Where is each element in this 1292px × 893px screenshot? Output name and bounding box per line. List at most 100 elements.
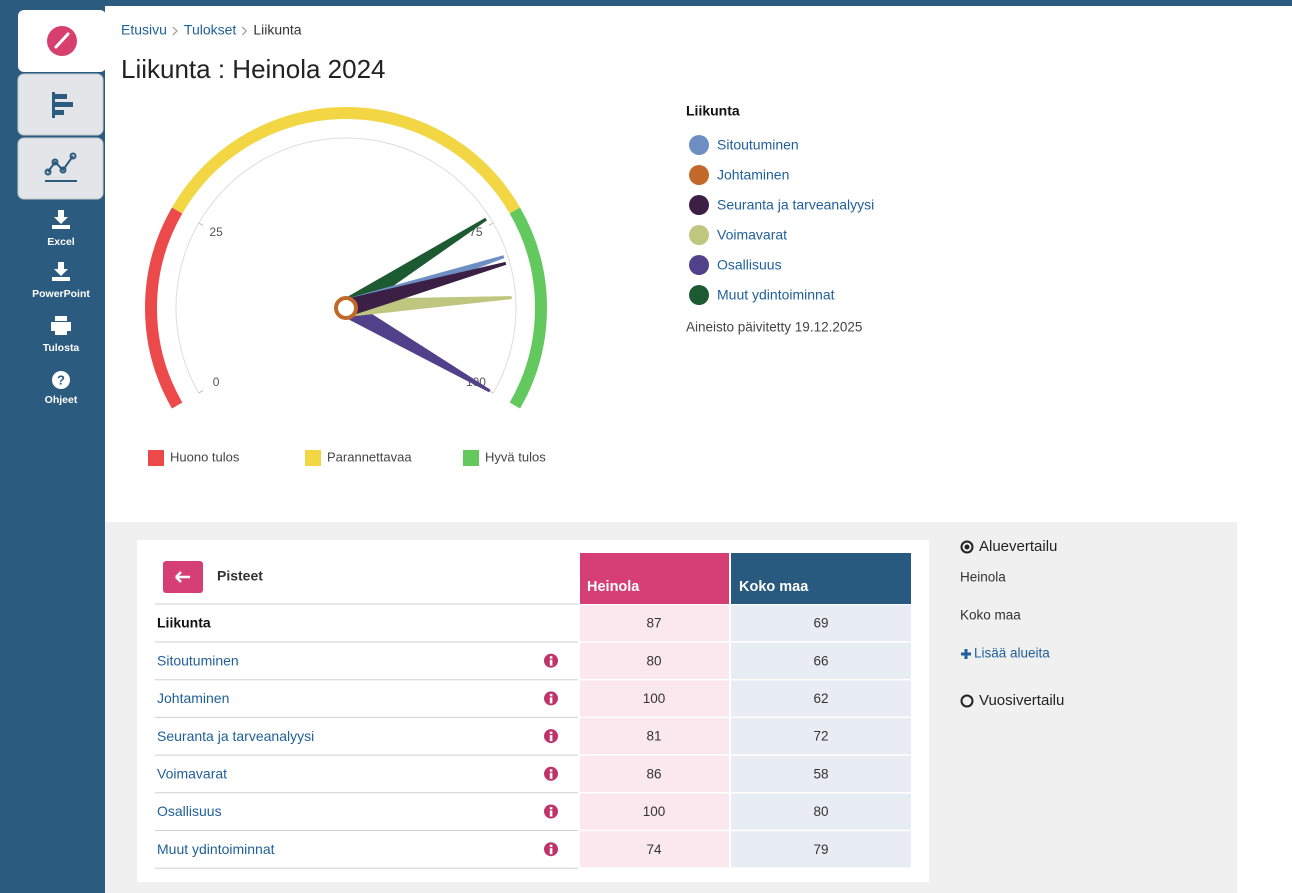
row-label[interactable]: Sitoutuminen	[157, 652, 239, 668]
cell-value: 58	[813, 766, 828, 781]
cell-value: 87	[646, 616, 661, 631]
info-icon-mark	[549, 735, 553, 742]
band-legend-swatch	[148, 450, 164, 466]
legend-dot	[689, 195, 709, 215]
cell-value: 66	[813, 653, 828, 668]
tool-label[interactable]: Tulosta	[43, 342, 80, 354]
cell-bg	[731, 605, 911, 642]
row-label[interactable]: Seuranta ja tarveanalyysi	[157, 728, 314, 744]
cell-bg	[580, 642, 729, 679]
info-icon-mark	[549, 810, 553, 817]
legend-label[interactable]: Voimavarat	[717, 227, 787, 243]
tool-icons	[51, 210, 71, 389]
cell-value: 62	[813, 691, 828, 706]
info-icon-mark	[549, 656, 553, 659]
breadcrumb-item[interactable]: Etusivu	[121, 22, 167, 38]
cell-bg	[731, 642, 911, 679]
cell-value: 74	[646, 842, 662, 857]
tool-label[interactable]: Excel	[47, 236, 75, 248]
column-header: Koko maa	[739, 579, 809, 595]
legend-label[interactable]: Johtaminen	[717, 167, 789, 183]
breadcrumb-separator	[172, 26, 178, 36]
table-header: Pisteet	[217, 568, 263, 584]
legend-label[interactable]: Seuranta ja tarveanalyysi	[717, 197, 874, 213]
legend-dot	[689, 135, 709, 155]
info-icon-mark	[549, 844, 553, 848]
gauge-inner-arc	[175, 137, 517, 394]
breadcrumb-item: Liikunta	[253, 22, 301, 38]
band-legend-swatch	[463, 450, 479, 466]
breadcrumb-item[interactable]: Tulokset	[184, 22, 237, 38]
tool-label[interactable]: Ohjeet	[45, 394, 78, 406]
cell-bg	[580, 680, 729, 717]
info-icon-mark	[549, 731, 553, 734]
gauge-needle	[341, 300, 491, 393]
cell-value: 72	[813, 729, 828, 744]
info-icon-mark	[549, 697, 553, 704]
radio-selected[interactable]	[960, 540, 974, 554]
legend-dot	[689, 255, 709, 275]
row-label: Liikunta	[157, 615, 211, 631]
legend-label[interactable]: Osallisuus	[717, 257, 782, 273]
cell-bg	[580, 831, 729, 868]
info-icon-mark	[549, 772, 553, 779]
legend-label[interactable]: Sitoutuminen	[717, 137, 799, 153]
cell-value: 81	[646, 729, 661, 744]
legend-dot	[689, 285, 709, 305]
cell-value: 79	[813, 842, 828, 857]
plus-icon	[961, 649, 971, 659]
cell-value: 100	[643, 804, 666, 819]
breadcrumb-separator	[241, 26, 248, 36]
band-legend-label: Parannettavaa	[327, 449, 412, 464]
cell-bg	[731, 680, 911, 717]
row-label[interactable]: Johtaminen	[157, 690, 229, 706]
page-title: Liikunta : Heinola 2024	[121, 54, 386, 84]
cell-bg	[731, 793, 911, 830]
row-label[interactable]: Voimavarat	[157, 766, 227, 782]
gauge-tick	[198, 222, 204, 226]
add-regions-link[interactable]: Lisää alueita	[974, 646, 1050, 661]
info-icon-mark	[549, 848, 553, 855]
gauge-hub	[334, 296, 358, 320]
cell-value: 100	[643, 691, 666, 706]
column-header-bg	[731, 553, 911, 604]
comparison-region: Heinola	[960, 570, 1006, 585]
updated-note: Aineisto päivitetty 19.12.2025	[686, 320, 862, 335]
gauge-band	[145, 207, 183, 409]
gauge-band	[171, 107, 521, 214]
info-icon-mark	[549, 807, 553, 810]
trend-icon	[44, 152, 77, 182]
gauge-needle	[343, 261, 507, 317]
gauge-tick	[488, 222, 494, 226]
legend-dot	[689, 225, 709, 245]
row-label[interactable]: Muut ydintoiminnat	[157, 841, 275, 857]
cell-bg	[580, 718, 729, 755]
row-label[interactable]: Osallisuus	[157, 803, 222, 819]
tool-label[interactable]: PowerPoint	[32, 288, 90, 300]
top-bar	[0, 0, 1292, 6]
cell-bg	[580, 793, 729, 830]
cell-value: 80	[646, 653, 661, 668]
radio-dot	[964, 544, 970, 550]
back-arrow	[175, 571, 190, 583]
legend-dot	[689, 165, 709, 185]
comparison-option[interactable]: Vuosivertailu	[979, 692, 1064, 709]
band-legend-swatch	[305, 450, 321, 466]
comparison-option[interactable]: Aluevertailu	[979, 538, 1057, 555]
cell-bg	[731, 831, 911, 868]
gauge-tick-label: 25	[209, 225, 223, 239]
band-legend-label: Huono tulos	[170, 449, 240, 464]
gauge-tick	[198, 390, 204, 394]
help-icon-mark: ?	[57, 372, 65, 387]
radio-empty[interactable]	[960, 694, 974, 708]
cell-value: 80	[813, 804, 828, 819]
info-icon-mark	[549, 769, 553, 772]
cell-value: 69	[813, 616, 828, 631]
column-header: Heinola	[587, 579, 640, 595]
legend-title: Liikunta	[686, 103, 740, 119]
legend-label[interactable]: Muut ydintoiminnat	[717, 287, 835, 303]
bars-icon	[52, 92, 73, 118]
cell-bg	[580, 755, 729, 792]
cell-value: 86	[646, 766, 661, 781]
